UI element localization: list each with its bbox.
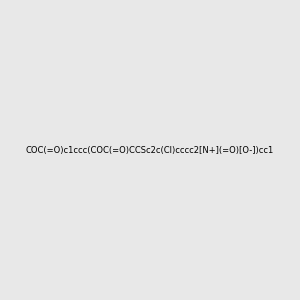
Text: COC(=O)c1ccc(COC(=O)CCSc2c(Cl)cccc2[N+](=O)[O-])cc1: COC(=O)c1ccc(COC(=O)CCSc2c(Cl)cccc2[N+](… bbox=[26, 146, 274, 154]
